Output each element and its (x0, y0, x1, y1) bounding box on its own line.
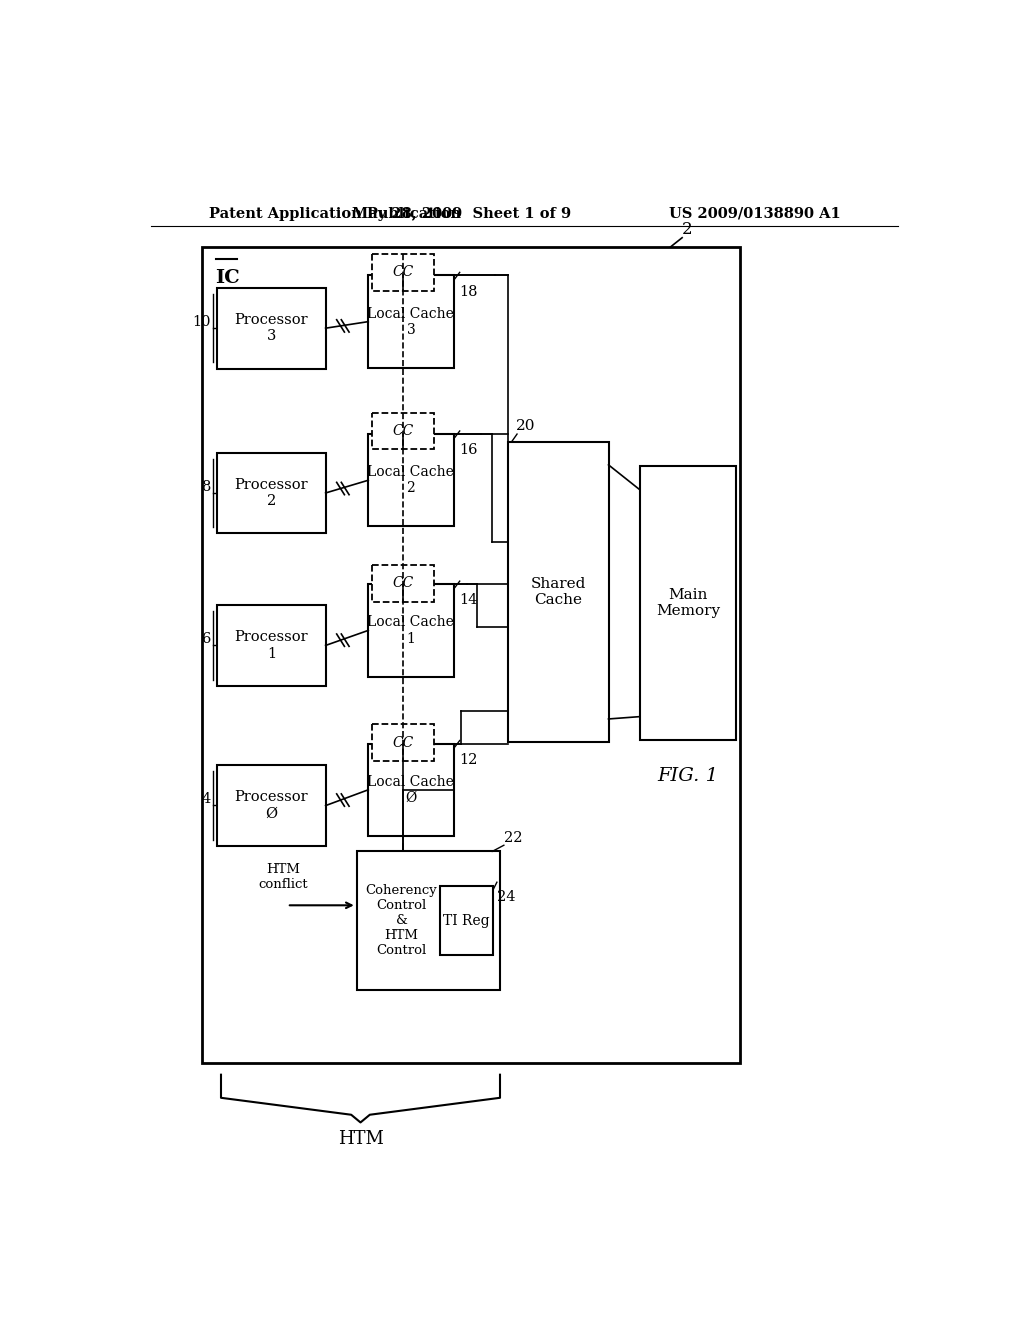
Text: 16: 16 (460, 444, 478, 457)
Text: CC: CC (392, 265, 414, 280)
Text: TI Reg: TI Reg (443, 913, 490, 928)
Text: 4: 4 (202, 792, 211, 807)
Text: CC: CC (392, 735, 414, 750)
Bar (440, 886, 493, 956)
Text: 24: 24 (497, 890, 515, 904)
Text: Shared
Cache: Shared Cache (530, 577, 586, 607)
Text: 22: 22 (504, 832, 522, 845)
Text: Patent Application Publication: Patent Application Publication (209, 207, 462, 220)
Text: Local Cache
Ø: Local Cache Ø (368, 775, 455, 805)
Text: Main
Memory: Main Memory (656, 587, 720, 618)
Text: 18: 18 (460, 285, 478, 298)
Bar (217, 766, 326, 846)
Text: 12: 12 (460, 752, 478, 767)
Text: 6: 6 (202, 632, 211, 647)
Text: HTM
conflict: HTM conflict (258, 863, 308, 891)
Bar (217, 453, 326, 533)
Text: May 28, 2009  Sheet 1 of 9: May 28, 2009 Sheet 1 of 9 (351, 207, 570, 220)
Text: Coherency
Control
&
HTM
Control: Coherency Control & HTM Control (366, 884, 437, 957)
Bar (217, 288, 326, 368)
Text: Local Cache
1: Local Cache 1 (368, 615, 455, 645)
Text: Local Cache
3: Local Cache 3 (368, 306, 455, 337)
Bar (372, 253, 434, 290)
Text: 8: 8 (202, 479, 211, 494)
Text: IC: IC (216, 268, 241, 286)
Bar (369, 743, 454, 836)
Bar (369, 585, 454, 677)
Text: FIG. 1: FIG. 1 (657, 767, 719, 784)
Text: Processor
3: Processor 3 (234, 313, 308, 343)
Bar (369, 276, 454, 368)
Bar (372, 565, 434, 602)
Bar (217, 605, 326, 686)
Text: Processor
Ø: Processor Ø (234, 791, 308, 821)
Text: HTM: HTM (338, 1130, 383, 1148)
Text: 14: 14 (460, 594, 478, 607)
Bar (372, 725, 434, 762)
Text: 2: 2 (682, 220, 693, 238)
Bar (372, 412, 434, 449)
Bar (640, 466, 736, 739)
Text: Processor
1: Processor 1 (234, 631, 308, 660)
Text: CC: CC (392, 424, 414, 438)
Text: Local Cache
2: Local Cache 2 (368, 465, 455, 495)
Text: US 2009/0138890 A1: US 2009/0138890 A1 (670, 207, 841, 220)
Bar (356, 851, 500, 990)
Text: 20: 20 (515, 418, 535, 433)
Text: Processor
2: Processor 2 (234, 478, 308, 508)
Bar (508, 442, 608, 742)
Bar (202, 247, 740, 1063)
Text: 10: 10 (193, 315, 211, 329)
Bar (369, 434, 454, 527)
Text: CC: CC (392, 577, 414, 590)
